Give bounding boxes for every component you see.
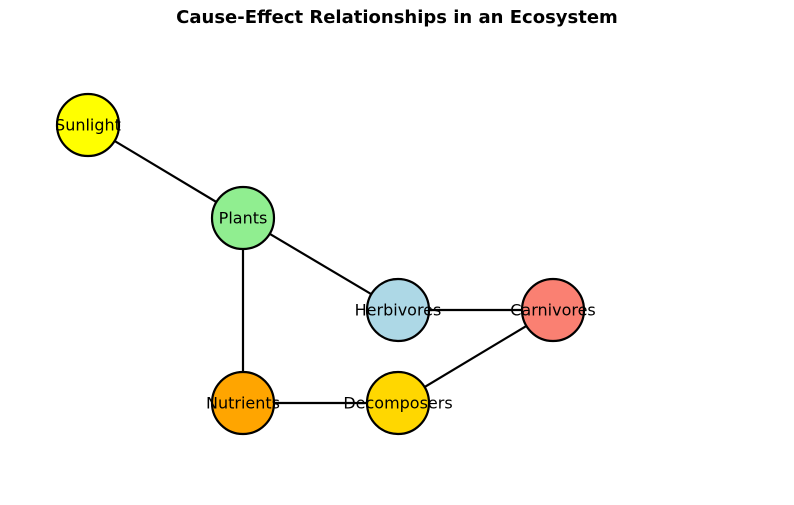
node-label-herbivores: Herbivores xyxy=(355,301,442,320)
node-plants: Plants xyxy=(210,185,276,251)
node-circle-plants xyxy=(210,185,276,251)
node-label-nutrients: Nutrients xyxy=(206,394,280,413)
node-label-carnivores: Carnivores xyxy=(510,301,596,320)
node-label-plants: Plants xyxy=(219,209,268,228)
node-circle-decomposers xyxy=(365,370,431,436)
node-nutrients: Nutrients xyxy=(206,370,280,436)
node-circle-herbivores xyxy=(365,277,431,343)
node-label-sunlight: Sunlight xyxy=(55,116,121,135)
node-sunlight: Sunlight xyxy=(55,92,121,158)
node-herbivores: Herbivores xyxy=(355,277,442,343)
nodes-layer: Sunlight Plants Herbivores Carnivores Nutrie… xyxy=(55,92,596,436)
node-circle-carnivores xyxy=(520,277,586,343)
node-circle-sunlight xyxy=(55,92,121,158)
node-decomposers: Decomposers xyxy=(343,370,453,436)
edges-layer xyxy=(87,124,554,407)
node-carnivores: Carnivores xyxy=(510,277,596,343)
node-circle-nutrients xyxy=(210,370,276,436)
diagram-title: Cause-Effect Relationships in an Ecosyst… xyxy=(176,7,618,28)
node-label-decomposers: Decomposers xyxy=(343,394,452,413)
